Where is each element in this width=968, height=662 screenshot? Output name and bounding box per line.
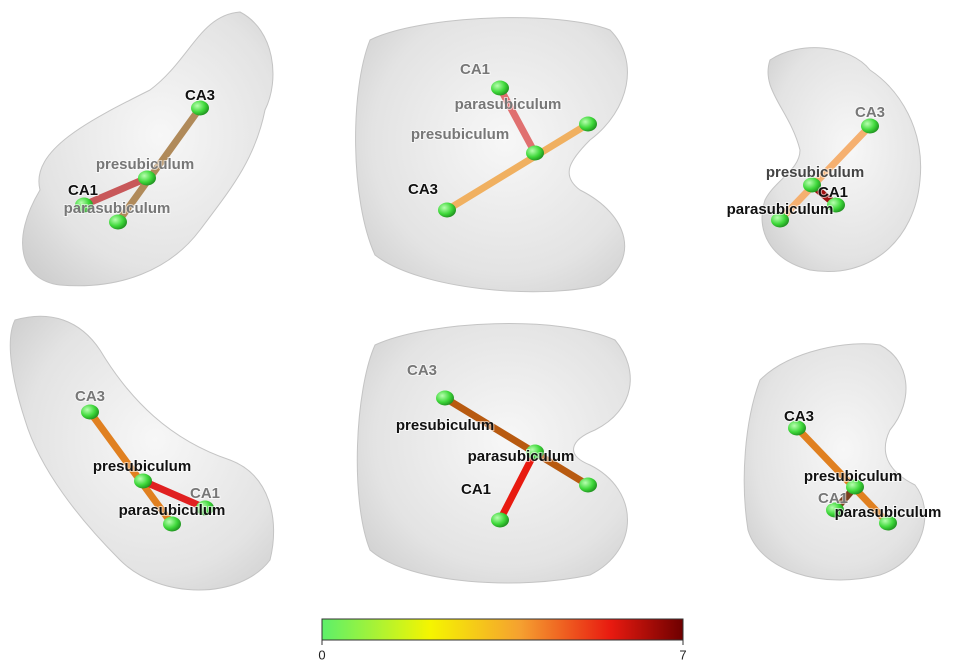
region-node [438, 203, 456, 218]
region-label: parasubiculum [455, 96, 562, 113]
region-label: presubiculum [396, 417, 494, 434]
region-label: presubiculum [411, 126, 509, 143]
region-label: CA3 [185, 87, 215, 104]
region-label: presubiculum [766, 164, 864, 181]
region-node [579, 117, 597, 132]
colorbar-tick-label: 0 [318, 647, 325, 662]
region-label: parasubiculum [468, 448, 575, 465]
region-label: CA1 [818, 184, 848, 201]
region-label: CA3 [407, 362, 437, 379]
colorbar-tick-label: 7 [679, 647, 686, 662]
colorbar-gradient [322, 619, 683, 640]
region-label: CA3 [75, 388, 105, 405]
region-label: CA3 [408, 181, 438, 198]
figure: CA3presubiculumCA1parasubiculumCA1parasu… [0, 0, 968, 662]
brain-surface [23, 12, 273, 286]
region-label: parasubiculum [835, 504, 942, 521]
region-node [134, 474, 152, 489]
region-label: presubiculum [804, 468, 902, 485]
region-node [526, 146, 544, 161]
region-label: presubiculum [96, 156, 194, 173]
region-label: parasubiculum [119, 502, 226, 519]
region-label: presubiculum [93, 458, 191, 475]
region-node [81, 405, 99, 420]
region-label: CA3 [784, 408, 814, 425]
region-node [579, 478, 597, 493]
region-label: CA3 [855, 104, 885, 121]
region-label: CA1 [190, 485, 220, 502]
brain-surface [10, 316, 273, 590]
brain-surface [744, 344, 925, 580]
region-label: parasubiculum [727, 201, 834, 218]
region-label: parasubiculum [64, 200, 171, 217]
region-label: CA1 [460, 61, 490, 78]
region-node [491, 81, 509, 96]
region-node [491, 513, 509, 528]
region-node [436, 391, 454, 406]
region-label: CA1 [68, 182, 98, 199]
brain-surface [356, 18, 628, 292]
region-label: CA1 [461, 481, 491, 498]
panels: CA3presubiculumCA1parasubiculumCA1parasu… [10, 12, 941, 590]
